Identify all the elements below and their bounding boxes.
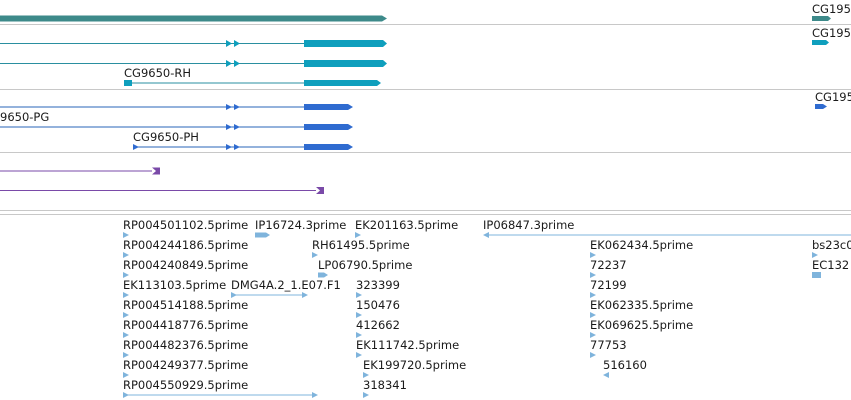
est-label[interactable]: RP004244186.5prime <box>123 238 248 252</box>
est-feature[interactable] <box>318 272 328 278</box>
est-label[interactable]: DMG4A.2_1.E07.F1 <box>231 278 341 292</box>
est-feature[interactable] <box>231 292 308 298</box>
est-label[interactable]: EK199720.5prime <box>363 358 466 372</box>
transcript-row[interactable] <box>0 60 387 67</box>
est-feature[interactable] <box>123 312 129 318</box>
est-label[interactable]: EC132 <box>812 258 849 272</box>
est-feature[interactable] <box>356 332 362 338</box>
est-label[interactable]: EK201163.5prime <box>355 218 458 232</box>
protein-row[interactable] <box>0 104 353 110</box>
transcript-row[interactable] <box>0 40 387 47</box>
est-label[interactable]: RP004418776.5prime <box>123 318 248 332</box>
protein-right-feature[interactable] <box>815 104 827 109</box>
est-feature[interactable] <box>483 232 851 238</box>
est-label[interactable]: 516160 <box>603 358 647 372</box>
est-feature[interactable] <box>590 332 596 338</box>
protein-track: CG195 9650-PG CG9650-PH <box>0 90 851 150</box>
est-feature[interactable] <box>363 372 369 378</box>
est-label[interactable]: RP004514188.5prime <box>123 298 248 312</box>
gene-right-feature[interactable] <box>812 16 831 21</box>
est-label[interactable]: EK062434.5prime <box>590 238 693 252</box>
gene-right-label[interactable]: CG195 <box>812 2 851 16</box>
est-feature[interactable] <box>356 312 362 318</box>
est-label[interactable]: RH61495.5prime <box>312 238 410 252</box>
protein-inline-label[interactable]: CG9650-PH <box>133 130 199 144</box>
est-label[interactable]: 72237 <box>590 258 627 272</box>
transcript-track: CG195 CG9650-RH <box>0 26 851 86</box>
est-feature[interactable] <box>590 292 596 298</box>
est-label[interactable]: 72199 <box>590 278 627 292</box>
est-track: RP004501102.5prime IP16724.3prime EK2011… <box>123 218 851 398</box>
est-feature[interactable] <box>123 232 129 238</box>
est-label[interactable]: RP004240849.5prime <box>123 258 248 272</box>
est-label[interactable]: EK113103.5prime <box>123 278 226 292</box>
est-label[interactable]: IP16724.3prime <box>255 218 346 232</box>
gene-feature[interactable] <box>0 15 387 22</box>
est-feature[interactable] <box>590 272 596 278</box>
est-label[interactable]: RP004501102.5prime <box>123 218 248 232</box>
est-label[interactable]: bs23c0 <box>812 238 851 252</box>
est-label[interactable]: 318341 <box>363 378 407 392</box>
est-label[interactable]: 150476 <box>356 298 400 312</box>
est-label[interactable]: EK069625.5prime <box>590 318 693 332</box>
est-feature[interactable] <box>123 252 129 258</box>
est-feature[interactable] <box>123 292 129 298</box>
est-feature[interactable] <box>356 292 362 298</box>
protein-right-label[interactable]: CG195 <box>815 90 851 104</box>
est-feature[interactable] <box>355 232 361 238</box>
est-feature[interactable] <box>590 252 596 258</box>
est-feature[interactable] <box>123 372 129 378</box>
est-label[interactable]: IP06847.3prime <box>483 218 574 232</box>
est-feature[interactable] <box>590 352 596 358</box>
transcript-row[interactable] <box>124 80 381 86</box>
ncrna-row[interactable] <box>0 187 324 194</box>
transcript-right-label[interactable]: CG195 <box>812 26 851 40</box>
est-feature[interactable] <box>356 352 362 358</box>
est-label[interactable]: RP004482376.5prime <box>123 338 248 352</box>
protein-row[interactable] <box>0 124 353 130</box>
est-label[interactable]: RP004249377.5prime <box>123 358 248 372</box>
ncrna-row[interactable] <box>0 167 160 175</box>
transcript-right-feature[interactable] <box>812 40 829 45</box>
est-feature[interactable] <box>123 272 129 278</box>
est-feature[interactable] <box>123 392 318 398</box>
est-feature[interactable] <box>590 312 596 318</box>
est-feature[interactable] <box>123 352 129 358</box>
est-label[interactable]: EK062335.5prime <box>590 298 693 312</box>
est-feature[interactable] <box>363 392 369 398</box>
est-feature[interactable] <box>312 252 318 258</box>
est-label[interactable]: 323399 <box>356 278 400 292</box>
est-feature[interactable] <box>812 272 821 278</box>
est-feature[interactable] <box>123 332 129 338</box>
protein-left-label[interactable]: 9650-PG <box>0 110 49 124</box>
protein-row[interactable] <box>133 144 353 150</box>
est-feature[interactable] <box>255 232 270 238</box>
gene-track: CG195 <box>0 2 851 22</box>
transcript-inline-label[interactable]: CG9650-RH <box>124 66 191 80</box>
est-label[interactable]: LP06790.5prime <box>318 258 412 272</box>
est-label[interactable]: 412662 <box>356 318 400 332</box>
est-label[interactable]: 77753 <box>590 338 627 352</box>
est-feature[interactable] <box>812 252 818 258</box>
est-feature[interactable] <box>603 372 609 378</box>
est-label[interactable]: RP004550929.5prime <box>123 378 248 392</box>
ncrna-track <box>0 167 324 194</box>
est-label[interactable]: EK111742.5prime <box>356 338 459 352</box>
